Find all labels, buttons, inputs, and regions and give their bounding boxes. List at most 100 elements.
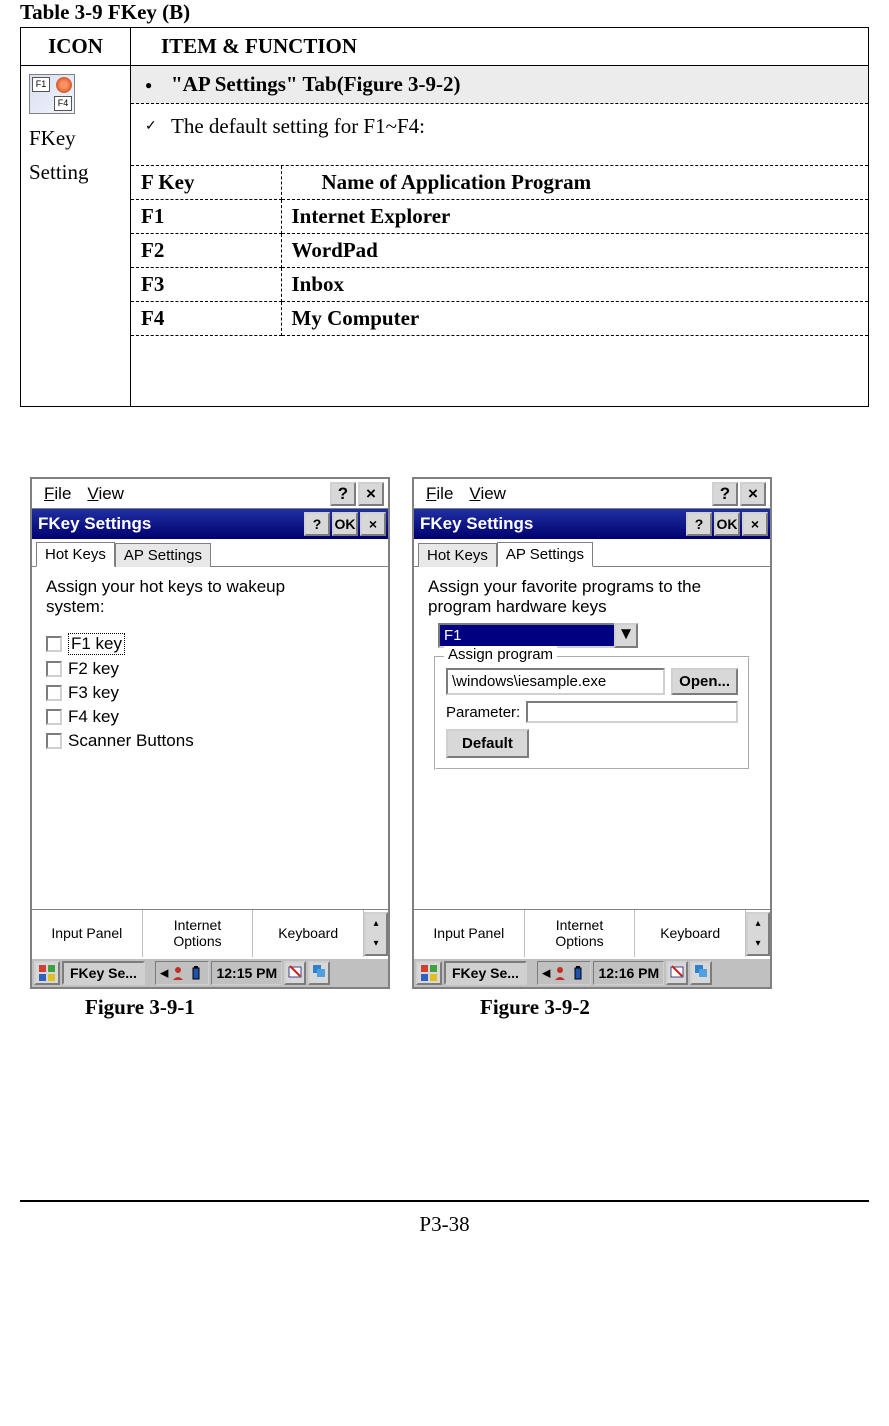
instruction-l2: program hardware keys bbox=[428, 597, 756, 617]
checkbox-f3[interactable]: F3 key bbox=[46, 683, 374, 703]
taskbar-btn-1[interactable] bbox=[666, 961, 688, 985]
tray-arrow-icon[interactable]: ◂ bbox=[160, 963, 169, 983]
start-button[interactable] bbox=[416, 961, 442, 985]
menubar: File View ? × bbox=[32, 479, 388, 509]
taskbar-btn-2[interactable] bbox=[308, 961, 330, 985]
tray-arrow-icon[interactable]: ◂ bbox=[542, 963, 551, 983]
iconbar-scroll[interactable]: ▴▾ bbox=[364, 912, 388, 956]
tray-battery-icon[interactable] bbox=[570, 965, 586, 981]
taskbar-clock: 12:16 PM bbox=[593, 961, 664, 985]
help-button[interactable]: ? bbox=[330, 482, 356, 506]
caption-2: Figure 3-9-2 bbox=[480, 995, 590, 1020]
taskbar-task[interactable]: FKey Se... bbox=[62, 961, 145, 985]
cell-f4-name: My Computer bbox=[281, 302, 868, 336]
default-setting-bullet: The default setting for F1~F4: bbox=[131, 104, 868, 166]
tray-battery-icon[interactable] bbox=[188, 965, 204, 981]
table-title: Table 3-9 FKey (B) bbox=[20, 0, 869, 25]
parameter-label: Parameter: bbox=[446, 704, 520, 721]
cell-f1-name: Internet Explorer bbox=[281, 200, 868, 234]
menu-view[interactable]: View bbox=[79, 484, 132, 504]
dropdown-selected: F1 bbox=[438, 623, 614, 648]
instruction-l1: Assign your hot keys to wakeup bbox=[46, 577, 374, 597]
tab-hot-keys[interactable]: Hot Keys bbox=[36, 542, 115, 567]
start-button[interactable] bbox=[34, 961, 60, 985]
titlebar: FKey Settings ? OK × bbox=[414, 509, 770, 539]
ap-settings-bullet: "AP Settings" Tab(Figure 3-9-2) bbox=[131, 66, 868, 104]
table-row: F3 Inbox bbox=[131, 268, 868, 302]
chevron-down-icon[interactable]: ▼ bbox=[614, 623, 638, 648]
instruction-l1: Assign your favorite programs to the bbox=[428, 577, 756, 597]
title-close-button[interactable]: × bbox=[360, 512, 386, 536]
table-row: F2 WordPad bbox=[131, 234, 868, 268]
tray-person-icon[interactable] bbox=[552, 965, 568, 981]
taskbar-task[interactable]: FKey Se... bbox=[444, 961, 527, 985]
icon-label-2: Setting bbox=[29, 156, 122, 190]
footer-rule bbox=[20, 1200, 869, 1202]
inner-header-name: Name of Application Program bbox=[281, 166, 868, 200]
tab-ap-settings[interactable]: AP Settings bbox=[115, 543, 211, 567]
default-button[interactable]: Default bbox=[446, 729, 529, 758]
cell-f2-name: WordPad bbox=[281, 234, 868, 268]
cell-f4-key: F4 bbox=[131, 302, 281, 336]
caption-1: Figure 3-9-1 bbox=[85, 995, 480, 1020]
iconbar-internet-options[interactable]: InternetOptions bbox=[143, 910, 254, 957]
taskbar: FKey Se... ◂ 12:15 PM bbox=[32, 957, 388, 987]
window-title: FKey Settings bbox=[420, 514, 533, 534]
taskbar: FKey Se... ◂ 12:16 PM bbox=[414, 957, 770, 987]
screenshot-1: File View ? × FKey Settings ? OK × Hot K… bbox=[30, 477, 390, 989]
group-legend: Assign program bbox=[444, 646, 557, 663]
menubar: File View ? × bbox=[414, 479, 770, 509]
parameter-input[interactable] bbox=[526, 701, 738, 723]
help-button[interactable]: ? bbox=[712, 482, 738, 506]
cell-f3-name: Inbox bbox=[281, 268, 868, 302]
mini-f4-icon: F4 bbox=[54, 96, 72, 111]
open-button[interactable]: Open... bbox=[671, 668, 738, 695]
system-tray: ◂ bbox=[537, 961, 592, 985]
title-help-button[interactable]: ? bbox=[304, 512, 330, 536]
assign-program-group: Assign program \windows\iesample.exe Ope… bbox=[434, 656, 750, 770]
iconbar-scroll[interactable]: ▴▾ bbox=[746, 912, 770, 956]
control-panel-iconbar: Input Panel InternetOptions Keyboard ▴▾ bbox=[414, 909, 770, 957]
close-button[interactable]: × bbox=[740, 482, 766, 506]
inner-header-fkey: F Key bbox=[131, 166, 281, 200]
control-panel-iconbar: Input Panel InternetOptions Keyboard ▴▾ bbox=[32, 909, 388, 957]
iconbar-keyboard[interactable]: Keyboard bbox=[635, 910, 746, 957]
iconbar-input-panel[interactable]: Input Panel bbox=[32, 910, 143, 957]
tab-hot-keys[interactable]: Hot Keys bbox=[418, 543, 497, 567]
figure-captions: Figure 3-9-1 Figure 3-9-2 bbox=[20, 995, 869, 1020]
checkbox-f1[interactable]: F1 key bbox=[46, 633, 374, 655]
fkey-dropdown[interactable]: F1 ▼ bbox=[438, 623, 638, 648]
table-row: F1 Internet Explorer bbox=[131, 200, 868, 234]
outer-table: ICON ITEM & FUNCTION F1 F4 FKey Setting … bbox=[20, 27, 869, 407]
close-button[interactable]: × bbox=[358, 482, 384, 506]
taskbar-btn-2[interactable] bbox=[690, 961, 712, 985]
system-tray: ◂ bbox=[155, 961, 210, 985]
checkbox-f4[interactable]: F4 key bbox=[46, 707, 374, 727]
header-item: ITEM & FUNCTION bbox=[131, 28, 869, 66]
window-title: FKey Settings bbox=[38, 514, 151, 534]
taskbar-clock: 12:15 PM bbox=[211, 961, 282, 985]
title-close-button[interactable]: × bbox=[742, 512, 768, 536]
page-number: P3-38 bbox=[20, 1212, 869, 1237]
path-input[interactable]: \windows\iesample.exe bbox=[446, 668, 665, 695]
fkey-icon: F1 F4 bbox=[29, 74, 75, 114]
menu-file[interactable]: File bbox=[36, 484, 79, 504]
gear-icon bbox=[56, 77, 72, 93]
icon-label-1: FKey bbox=[29, 122, 122, 156]
title-help-button[interactable]: ? bbox=[686, 512, 712, 536]
title-ok-button[interactable]: OK bbox=[332, 512, 358, 536]
title-ok-button[interactable]: OK bbox=[714, 512, 740, 536]
table-row: F4 My Computer bbox=[131, 302, 868, 336]
iconbar-keyboard[interactable]: Keyboard bbox=[253, 910, 364, 957]
instruction-l2: system: bbox=[46, 597, 374, 617]
titlebar: FKey Settings ? OK × bbox=[32, 509, 388, 539]
iconbar-internet-options[interactable]: InternetOptions bbox=[525, 910, 636, 957]
tab-ap-settings[interactable]: AP Settings bbox=[497, 542, 593, 567]
tray-person-icon[interactable] bbox=[170, 965, 186, 981]
taskbar-btn-1[interactable] bbox=[284, 961, 306, 985]
checkbox-f2[interactable]: F2 key bbox=[46, 659, 374, 679]
menu-file[interactable]: File bbox=[418, 484, 461, 504]
checkbox-scanner[interactable]: Scanner Buttons bbox=[46, 731, 374, 751]
menu-view[interactable]: View bbox=[461, 484, 514, 504]
iconbar-input-panel[interactable]: Input Panel bbox=[414, 910, 525, 957]
